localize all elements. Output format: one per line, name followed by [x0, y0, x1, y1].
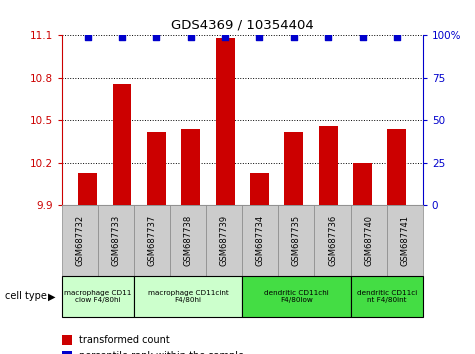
Point [221, 34, 229, 40]
Text: GSM687738: GSM687738 [184, 215, 192, 266]
Bar [216, 38, 235, 205]
Bar [250, 173, 269, 205]
Point [393, 34, 401, 40]
Text: GSM687732: GSM687732 [76, 215, 84, 266]
Bar [319, 126, 338, 205]
Text: GSM687737: GSM687737 [148, 215, 156, 266]
Point [187, 34, 194, 40]
Text: ▶: ▶ [48, 291, 55, 302]
Point [84, 34, 91, 40]
Text: transformed count: transformed count [79, 335, 170, 345]
Text: GSM687734: GSM687734 [256, 215, 265, 266]
Point [359, 34, 366, 40]
Text: GSM687736: GSM687736 [328, 215, 337, 266]
Text: GSM687741: GSM687741 [400, 215, 409, 266]
Text: GSM687739: GSM687739 [220, 215, 228, 266]
Text: GSM687740: GSM687740 [364, 215, 373, 266]
Text: cell type: cell type [5, 291, 47, 302]
Bar [78, 173, 97, 205]
Bar [285, 132, 303, 205]
Text: dendritic CD11chi
F4/80low: dendritic CD11chi F4/80low [264, 290, 329, 303]
Text: GSM687733: GSM687733 [112, 215, 120, 266]
Text: GSM687735: GSM687735 [292, 215, 301, 266]
Bar [388, 129, 406, 205]
Bar [113, 84, 132, 205]
Point [118, 34, 126, 40]
Bar [147, 132, 166, 205]
Point [290, 34, 298, 40]
Point [256, 34, 263, 40]
Title: GDS4369 / 10354404: GDS4369 / 10354404 [171, 18, 314, 32]
Point [152, 34, 160, 40]
Text: percentile rank within the sample: percentile rank within the sample [79, 351, 244, 354]
Text: macrophage CD11
clow F4/80hi: macrophage CD11 clow F4/80hi [64, 290, 132, 303]
Text: dendritic CD11ci
nt F4/80int: dendritic CD11ci nt F4/80int [357, 290, 417, 303]
Bar [181, 129, 200, 205]
Text: macrophage CD11cint
F4/80hi: macrophage CD11cint F4/80hi [148, 290, 228, 303]
Bar [353, 163, 372, 205]
Point [324, 34, 332, 40]
